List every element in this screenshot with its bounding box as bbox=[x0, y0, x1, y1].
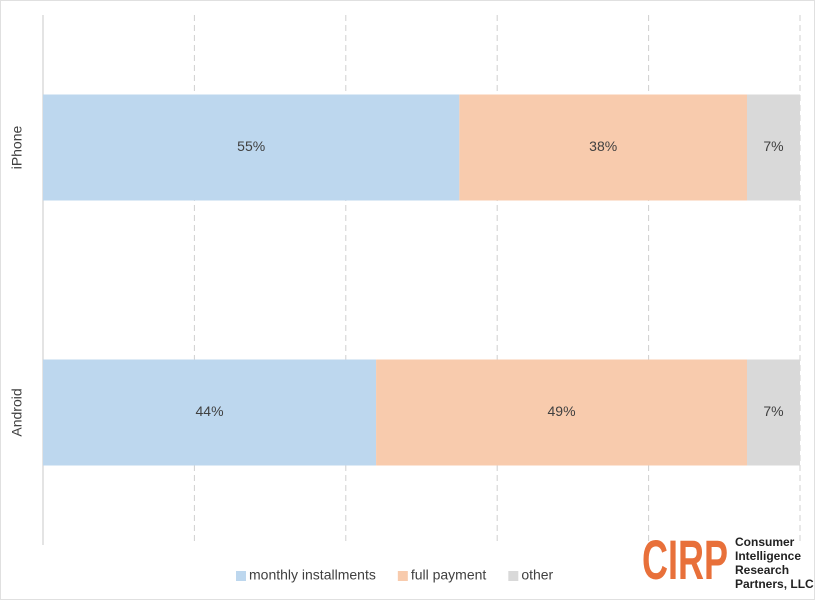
legend-swatch bbox=[397, 571, 408, 581]
data-label: 7% bbox=[763, 138, 783, 154]
bar-segment bbox=[43, 359, 377, 466]
legend-swatch bbox=[236, 571, 246, 581]
legend: monthly installments full payment other bbox=[236, 567, 554, 583]
data-label: 38% bbox=[589, 138, 617, 154]
data-label: 49% bbox=[548, 403, 576, 419]
bar-segment bbox=[459, 94, 748, 201]
data-label: 7% bbox=[763, 403, 783, 419]
logo-mark: CIRP bbox=[642, 528, 728, 591]
data-label: 44% bbox=[196, 403, 224, 419]
logo-line: Consumer bbox=[735, 535, 795, 549]
y-tick-label: iPhone bbox=[9, 125, 25, 169]
bar-segment bbox=[747, 94, 800, 201]
logo: CIRP Consumer Intelligence Research Part… bbox=[642, 528, 814, 591]
logo-line: Partners, LLC bbox=[735, 577, 814, 591]
data-label: 55% bbox=[237, 138, 265, 154]
legend-label: monthly installments bbox=[249, 567, 376, 583]
legend-label: other bbox=[521, 567, 553, 583]
bar-segment bbox=[43, 94, 460, 201]
bar-segment bbox=[376, 359, 748, 466]
legend-label: full payment bbox=[411, 567, 487, 583]
logo-line: Intelligence bbox=[735, 549, 801, 563]
logo-line: Research bbox=[735, 563, 789, 577]
bar-segment bbox=[747, 359, 800, 466]
legend-swatch bbox=[508, 571, 519, 581]
y-tick-label: Android bbox=[9, 388, 25, 436]
